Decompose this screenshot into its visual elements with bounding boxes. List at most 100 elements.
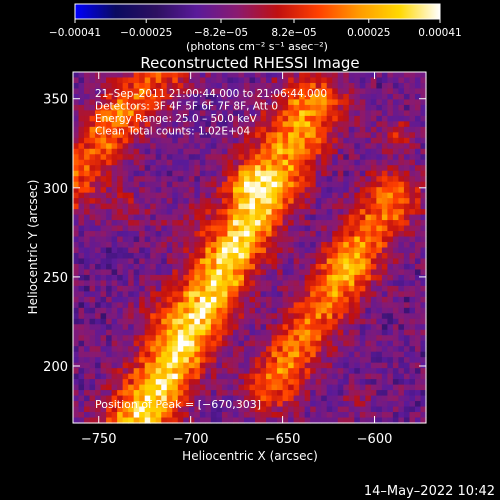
heatmap-cell (266, 373, 273, 380)
heatmap-cell (227, 143, 234, 150)
heatmap-cell (288, 395, 295, 402)
heatmap-cell (84, 99, 91, 106)
heatmap-cell (381, 412, 388, 419)
heatmap-cell (249, 143, 256, 150)
heatmap-cell (221, 236, 229, 243)
heatmap-cell (155, 154, 162, 161)
heatmap-cell (365, 390, 372, 397)
heatmap-cell (299, 252, 306, 260)
heatmap-cell (260, 225, 267, 232)
heatmap-cell (78, 115, 85, 122)
heatmap-cell (128, 72, 135, 79)
heatmap-cell (144, 104, 151, 111)
heatmap-cell (183, 357, 190, 364)
heatmap-cell (150, 93, 157, 101)
heatmap-cell (315, 121, 322, 128)
heatmap-cell (232, 291, 240, 298)
heatmap-cell (299, 274, 306, 281)
heatmap-cell (337, 132, 344, 139)
heatmap-cell (238, 236, 245, 243)
heatmap-cell (392, 417, 400, 424)
heatmap-cell (321, 82, 328, 90)
heatmap-cell (210, 231, 218, 238)
heatmap-cell (288, 132, 295, 139)
heatmap-cell (194, 77, 201, 84)
heatmap-cell (227, 291, 234, 298)
heatmap-cell (337, 110, 344, 117)
heatmap-cell (310, 198, 317, 205)
heatmap-cell (133, 329, 140, 336)
heatmap-cell (249, 324, 256, 331)
heatmap-cell (282, 307, 289, 314)
heatmap-cell (84, 346, 91, 353)
heatmap-cell (326, 313, 333, 320)
heatmap-cell (414, 77, 422, 84)
heatmap-cell (227, 412, 234, 419)
heatmap-cell (84, 104, 91, 111)
heatmap-cell (370, 72, 377, 79)
heatmap-cell (348, 335, 355, 342)
heatmap-cell (354, 132, 361, 139)
heatmap-cell (117, 307, 124, 314)
heatmap-cell (216, 115, 223, 122)
heatmap-cell (277, 220, 284, 227)
heatmap-cell (414, 373, 422, 380)
heatmap-cell (348, 198, 355, 205)
heatmap-cell (288, 379, 295, 386)
heatmap-cell (288, 401, 295, 408)
heatmap-cell (315, 110, 322, 117)
heatmap-cell (398, 104, 405, 111)
heatmap-cell (299, 263, 306, 271)
heatmap-cell (238, 93, 245, 101)
heatmap-cell (370, 379, 377, 386)
heatmap-cell (111, 258, 118, 265)
heatmap-cell (243, 313, 251, 320)
heatmap-cell (260, 247, 267, 254)
heatmap-cell (188, 329, 195, 336)
heatmap-cell (89, 351, 96, 358)
heatmap-cell (271, 247, 278, 254)
heatmap-cell (89, 148, 96, 155)
heatmap-cell (95, 225, 102, 232)
heatmap-cell (89, 159, 96, 166)
heatmap-cell (238, 231, 245, 238)
heatmap-cell (216, 417, 223, 424)
heatmap-cell (249, 252, 256, 260)
heatmap-cell (392, 176, 400, 183)
heatmap-cell (183, 379, 190, 386)
heatmap-cell (199, 373, 206, 380)
heatmap-cell (73, 379, 80, 386)
heatmap-cell (221, 143, 229, 150)
heatmap-cell (359, 225, 366, 232)
heatmap-cell (210, 302, 218, 309)
heatmap-cell (310, 406, 317, 413)
heatmap-cell (73, 115, 80, 122)
heatmap-cell (266, 99, 273, 106)
heatmap-cell (122, 340, 129, 347)
heatmap-cell (348, 313, 355, 320)
heatmap-cell (166, 318, 173, 325)
heatmap-cell (100, 93, 107, 101)
heatmap-cell (387, 225, 394, 232)
heatmap-cell (194, 72, 201, 79)
heatmap-cell (144, 302, 151, 309)
heatmap-cell (255, 181, 262, 188)
heatmap-cell (381, 313, 388, 320)
heatmap-cell (255, 340, 262, 347)
heatmap-cell (398, 242, 405, 249)
heatmap-cell (365, 209, 372, 216)
heatmap-cell (392, 318, 400, 325)
heatmap-cell (205, 368, 212, 375)
heatmap-cell (348, 291, 355, 298)
heatmap-cell (381, 263, 388, 271)
heatmap-cell (332, 165, 339, 172)
heatmap-cell (398, 88, 405, 95)
heatmap-cell (243, 412, 251, 419)
heatmap-cell (315, 368, 322, 375)
heatmap-cell (365, 236, 372, 243)
heatmap-cell (271, 285, 278, 292)
heatmap-cell (387, 209, 394, 216)
heatmap-cell (133, 82, 140, 90)
heatmap-cell (216, 126, 223, 133)
